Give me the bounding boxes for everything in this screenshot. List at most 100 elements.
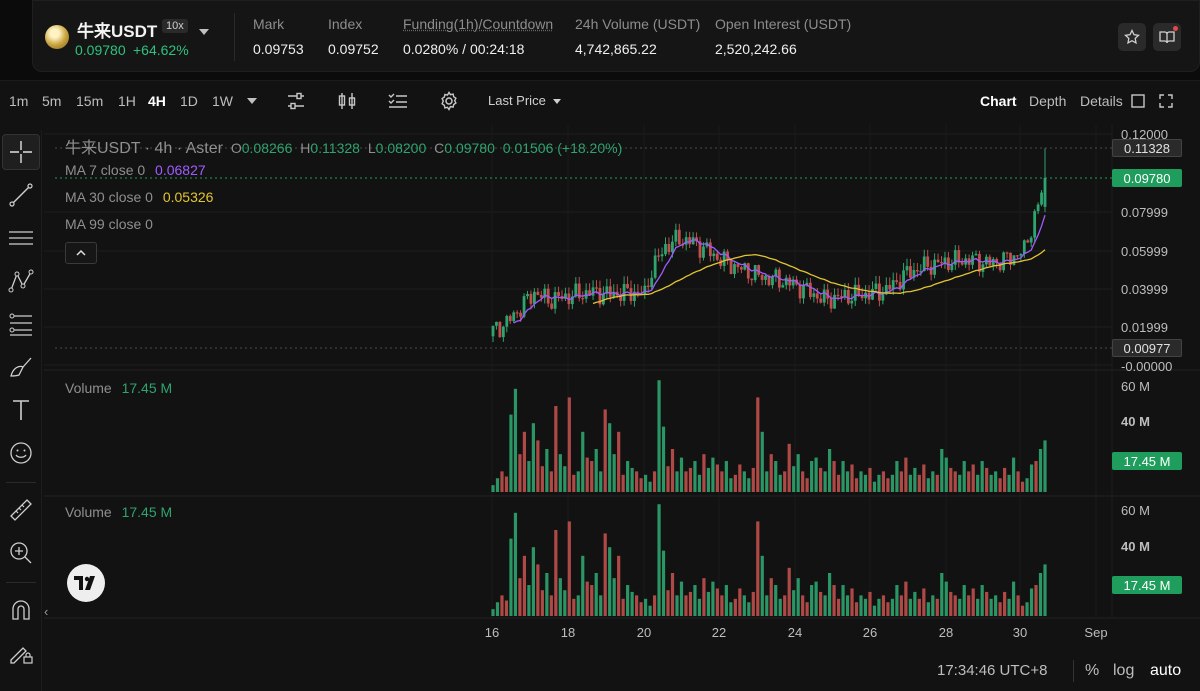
volume-bar — [872, 481, 877, 492]
volume-bar — [738, 464, 742, 492]
candle-body — [760, 274, 764, 280]
candle-body — [819, 298, 823, 303]
interval-more-button[interactable] — [240, 89, 264, 113]
clock[interactable]: 17:34:46 UTC+8 — [937, 662, 1048, 679]
percent-scale-toggle[interactable]: % — [1085, 662, 1100, 679]
indicators-button[interactable] — [386, 89, 410, 113]
tab-details[interactable]: Details — [1080, 93, 1123, 109]
ma30-legend[interactable]: MA 30 close 0 0.05326 — [65, 189, 213, 205]
collapse-toolbar-icon[interactable]: ‹ — [44, 604, 49, 619]
volume-bar — [522, 431, 527, 492]
volume-bar — [962, 585, 966, 616]
pattern-tool[interactable] — [2, 263, 40, 299]
volume-bar — [747, 602, 751, 616]
stat-label[interactable]: Funding(1h)/Countdown — [403, 16, 554, 32]
volume-bar — [931, 595, 935, 616]
stat-index: Index 0.09752 — [328, 16, 379, 57]
volume-bar — [935, 598, 939, 616]
volume-bar — [814, 457, 818, 492]
favorite-button[interactable] — [1118, 23, 1146, 51]
settings-button[interactable] — [437, 89, 461, 113]
candle-body — [557, 292, 560, 296]
volume-bar — [594, 573, 598, 616]
horizontal-lines-tool[interactable] — [2, 220, 40, 256]
candle-body — [570, 296, 574, 305]
volume-bar — [926, 478, 930, 492]
chart-panel — [0, 80, 1200, 691]
log-scale-toggle[interactable]: log — [1113, 662, 1135, 679]
chart-type-button[interactable] — [335, 89, 359, 113]
fullscreen-button[interactable] — [1154, 89, 1178, 113]
volume-legend-1[interactable]: Volume 17.45 M — [65, 380, 172, 396]
candle-body — [853, 284, 857, 301]
interval-1d[interactable]: 1D — [180, 93, 198, 109]
volume-bar — [998, 478, 1002, 492]
symbol-name[interactable]: 牛来USDT — [77, 22, 158, 41]
price-tick: 0.07999 — [1121, 205, 1168, 220]
candle-body — [822, 289, 826, 303]
volume-bar — [554, 530, 558, 616]
volume-bar — [792, 590, 796, 616]
ma7-legend[interactable]: MA 7 close 0 0.06827 — [65, 162, 206, 178]
interval-1w[interactable]: 1W — [212, 93, 233, 109]
candle-body — [522, 296, 526, 317]
interval-4h[interactable]: 4H — [148, 93, 166, 109]
tab-depth[interactable]: Depth — [1029, 93, 1067, 109]
volume-bar — [832, 585, 836, 616]
volume-bar — [675, 595, 679, 616]
volume-bar — [1020, 481, 1025, 492]
tradingview-logo[interactable] — [67, 564, 105, 602]
chevron-down-icon[interactable] — [553, 99, 561, 104]
crosshair-icon — [10, 141, 32, 163]
volume-bar — [1029, 588, 1034, 616]
volume-bar — [971, 588, 975, 616]
trendline-tool[interactable] — [2, 177, 40, 213]
candle-body — [708, 242, 712, 257]
square-icon — [1131, 94, 1145, 108]
interval-15m[interactable]: 15m — [76, 93, 104, 109]
candle-body — [519, 312, 522, 317]
guide-button[interactable] — [1153, 23, 1181, 51]
price-tick: 0.05999 — [1121, 244, 1168, 259]
emoji-tool[interactable] — [2, 435, 40, 471]
price-change: +64.62% — [133, 42, 189, 58]
brush-tool[interactable] — [2, 349, 40, 385]
volume-bar — [832, 461, 836, 492]
price-type-select[interactable]: Last Price — [488, 93, 546, 108]
legend-change: 0.01506 (+18.20%) — [502, 140, 623, 156]
zoom-tool[interactable] — [2, 535, 40, 571]
date-tick: 26 — [863, 625, 877, 640]
ma99-legend[interactable]: MA 99 close 0 — [65, 216, 153, 232]
text-tool[interactable] — [2, 392, 40, 428]
candle-body — [674, 229, 678, 242]
stat-value: 2,520,242.66 — [715, 41, 797, 57]
candle-body — [643, 285, 647, 295]
interval-5m[interactable]: 5m — [42, 93, 62, 109]
volume-bar — [1038, 573, 1043, 616]
interval-1h[interactable]: 1H — [118, 93, 136, 109]
interval-1m[interactable]: 1m — [9, 93, 29, 109]
volume-bar — [886, 602, 890, 616]
candle-body — [677, 229, 681, 245]
volume-bar — [581, 555, 585, 616]
ruler-tool[interactable] — [2, 492, 40, 528]
volume-bar — [980, 461, 984, 492]
crosshair-tool[interactable] — [2, 134, 40, 170]
symbol-dropdown-icon[interactable] — [199, 29, 209, 35]
edit-tool[interactable] — [2, 635, 40, 671]
volume-bar — [531, 423, 535, 492]
auto-scale-toggle[interactable]: auto — [1150, 662, 1182, 679]
legend-high: 0.11328 — [310, 140, 360, 156]
lines-icon — [9, 231, 33, 245]
tab-chart[interactable]: Chart — [980, 93, 1017, 109]
volume-legend-2[interactable]: Volume 17.45 M — [65, 504, 172, 520]
candle-body — [1022, 240, 1026, 254]
volume-bar — [715, 588, 719, 616]
legend-collapse-button[interactable] — [65, 242, 97, 264]
indicator-template-button[interactable] — [284, 89, 308, 113]
candle-body — [539, 294, 543, 298]
fib-tool[interactable] — [2, 306, 40, 342]
magnet-tool[interactable] — [2, 592, 40, 628]
layout-button[interactable] — [1126, 89, 1150, 113]
